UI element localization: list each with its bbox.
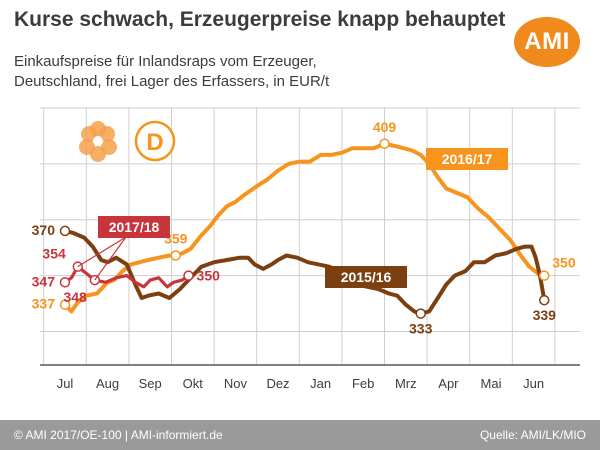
series-label-box [325, 266, 407, 288]
flower-petal [90, 146, 106, 162]
data-point-marker [59, 225, 71, 237]
data-point-marker [59, 299, 71, 310]
data-point-marker [183, 270, 194, 281]
data-label: 333 [409, 321, 433, 337]
line-chart: Jul Aug Sep Okt Nov Dez Jan Feb Mrz Apr Mai Jun D 337… [32, 107, 580, 391]
x-tick-label: Jan [310, 376, 331, 391]
footer-bar: © AMI 2017/OE-100 | AMI-informiert.de Qu… [0, 420, 600, 450]
flower-center [93, 136, 103, 146]
x-tick-label: Dez [266, 376, 289, 391]
data-point-marker [170, 250, 182, 261]
data-label: 350 [552, 255, 576, 271]
series-line-s2015 [63, 228, 547, 316]
data-point-marker [539, 294, 550, 306]
leader-line [77, 236, 127, 268]
series-label-text: 2017/18 [109, 219, 160, 235]
chart-subtitle: Einkaufspreise für Inlandsraps vom Erzeu… [14, 52, 494, 92]
series-label-text: 2016/17 [442, 151, 493, 167]
data-label: 354 [42, 246, 66, 262]
x-tick-label: Aug [96, 376, 119, 391]
ami-logo: AMI [514, 17, 580, 67]
data-label: 409 [373, 119, 397, 135]
x-tick-label: Sep [139, 376, 162, 391]
x-tick-label: Okt [183, 376, 204, 391]
subtitle-line-1: Einkaufspreise für Inlandsraps vom Erzeu… [14, 53, 317, 70]
data-label: 337 [32, 296, 56, 312]
x-tick-label: Nov [224, 376, 248, 391]
x-tick-label: Apr [438, 376, 459, 391]
x-tick-label: Mrz [395, 376, 417, 391]
flower-petal [90, 121, 106, 137]
footer-source: Quelle: AMI/LK/MIO [479, 428, 586, 442]
x-tick-label: Mai [481, 376, 502, 391]
data-label: 370 [32, 222, 56, 238]
footer-copyright: © AMI 2017/OE-100 | AMI-informiert.de [14, 428, 223, 442]
leader-line [94, 236, 127, 281]
x-tick-label: Jun [523, 376, 544, 391]
series-line-s2017 [63, 265, 191, 289]
x-tick-label: Jul [57, 376, 74, 391]
series-label-text: 2015/16 [341, 269, 392, 285]
series-label-box [426, 148, 508, 170]
data-label: 348 [63, 289, 87, 305]
x-tick-label: Feb [352, 376, 374, 391]
series-label-box [98, 216, 170, 238]
data-point-marker [415, 308, 426, 319]
data-label: 350 [197, 268, 221, 284]
data-label: 347 [32, 273, 56, 289]
country-badge [134, 120, 176, 162]
data-label: 339 [533, 307, 557, 323]
chart-title: Kurse schwach, Erzeugerpreise knapp beha… [14, 8, 506, 31]
data-point-marker [539, 270, 550, 281]
data-point-marker [59, 277, 71, 288]
country-badge-letter: D [146, 129, 163, 156]
subtitle-line-2: Deutschland, frei Lager des Erfassers, i… [14, 73, 330, 90]
data-point-marker [379, 138, 390, 150]
series-line-s2016 [63, 141, 547, 314]
